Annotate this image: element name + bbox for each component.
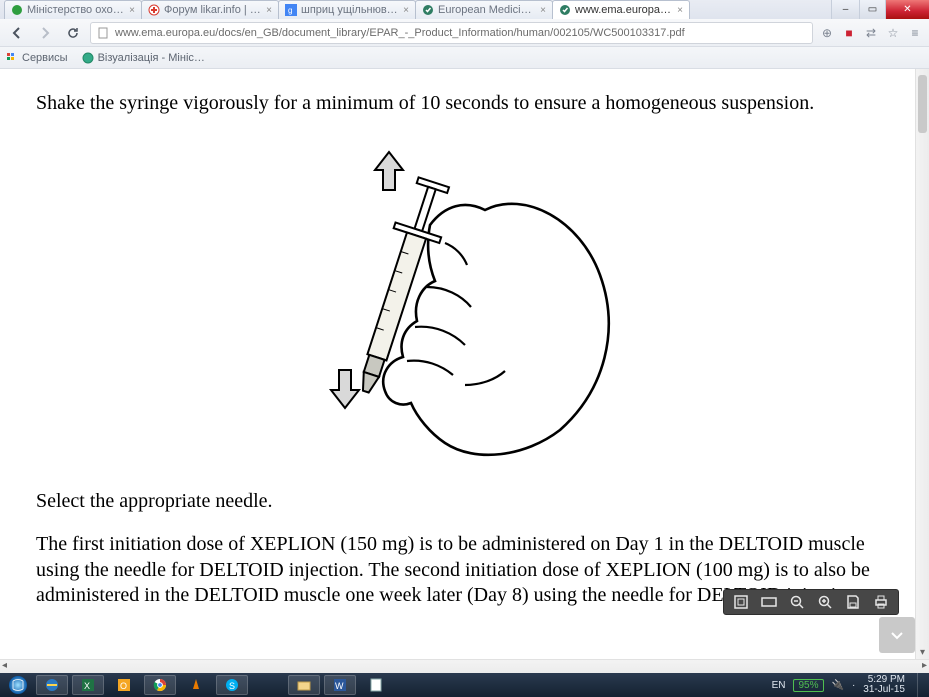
grid-icon [6, 52, 18, 64]
taskbar-outlook[interactable]: O [108, 675, 140, 695]
tab-title: шприц ущільнювач - По [301, 4, 399, 16]
windows-taskbar: X O S W EN 95% 🔌 · 5:29 PM 31-Jul-15 [0, 673, 929, 697]
reload-button[interactable] [62, 22, 84, 44]
bookmark-item[interactable]: Візуалізація - Мініс… [82, 52, 205, 64]
ema-icon [559, 4, 571, 16]
google-icon: g [285, 4, 297, 16]
scroll-hint-icon [879, 617, 915, 653]
battery-indicator[interactable]: 95% [793, 679, 823, 692]
scroll-right-icon[interactable]: ▸ [922, 660, 927, 673]
url-text: www.ema.europa.eu/docs/en_GB/document_li… [115, 27, 806, 39]
bookmark-label: Візуалізація - Мініс… [98, 52, 205, 64]
window-minimize-button[interactable]: – [831, 0, 859, 19]
back-button[interactable] [6, 22, 28, 44]
system-tray: EN 95% 🔌 · 5:29 PM 31-Jul-15 [772, 673, 925, 697]
svg-text:S: S [229, 681, 235, 691]
translate-icon[interactable]: ⇄ [863, 26, 879, 40]
browser-tab[interactable]: European Medicines Age × [415, 0, 553, 19]
pdf-fit-width-button[interactable] [756, 591, 782, 613]
scroll-left-icon[interactable]: ◂ [2, 660, 7, 673]
horizontal-scrollbar[interactable]: ◂ ▸ [0, 659, 929, 673]
tray-chevron-icon[interactable]: · [852, 680, 855, 691]
close-icon[interactable]: × [677, 5, 683, 16]
taskbar-skype[interactable]: S [216, 675, 248, 695]
zoom-icon[interactable]: ⊕ [819, 26, 835, 40]
close-icon[interactable]: × [129, 5, 135, 16]
scroll-down-icon[interactable]: ▾ [916, 645, 929, 659]
taskbar-explorer[interactable] [288, 675, 320, 695]
pdf-fit-page-button[interactable] [728, 591, 754, 613]
tab-title: Форум likar.info | У мене [164, 4, 262, 16]
window-close-button[interactable]: ✕ [885, 0, 929, 19]
window-maximize-button[interactable]: ▭ [859, 0, 885, 19]
gift-icon[interactable]: ■ [841, 26, 857, 40]
taskbar-chrome[interactable] [144, 675, 176, 695]
menu-icon[interactable]: ≡ [907, 26, 923, 40]
tab-title: www.ema.europa.eu/docs [575, 4, 673, 16]
taskbar-item[interactable] [252, 675, 284, 695]
instruction-text: Shake the syringe vigorously for a minim… [36, 91, 893, 117]
star-icon[interactable]: ☆ [885, 26, 901, 40]
apps-shortcut[interactable]: Сервисы [6, 52, 68, 64]
taskbar-vlc[interactable] [180, 675, 212, 695]
language-indicator[interactable]: EN [772, 680, 786, 691]
url-input[interactable]: www.ema.europa.eu/docs/en_GB/document_li… [90, 22, 813, 44]
svg-text:O: O [120, 681, 127, 691]
browser-tab[interactable]: Міністерство охорони зд × [4, 0, 142, 19]
taskbar-excel[interactable]: X [72, 675, 104, 695]
pdf-toolbar [723, 589, 899, 615]
show-desktop-button[interactable] [917, 673, 925, 697]
vertical-scrollbar[interactable]: ▾ [915, 69, 929, 659]
taskbar-word[interactable]: W [324, 675, 356, 695]
ema-icon [422, 4, 434, 16]
browser-tab[interactable]: Форум likar.info | У мене × [141, 0, 279, 19]
browser-tab-strip: Міністерство охорони зд × Форум likar.in… [0, 0, 929, 19]
address-bar: www.ema.europa.eu/docs/en_GB/document_li… [0, 19, 929, 47]
forward-button[interactable] [34, 22, 56, 44]
herb-icon [11, 4, 23, 16]
page-viewport: Shake the syringe vigorously for a minim… [0, 69, 929, 659]
svg-text:W: W [335, 681, 344, 691]
pdf-zoom-out-button[interactable] [784, 591, 810, 613]
start-button[interactable] [4, 675, 32, 695]
page-icon [97, 27, 109, 39]
browser-tab[interactable]: g шприц ущільнювач - По × [278, 0, 416, 19]
pdf-print-button[interactable] [868, 591, 894, 613]
pdf-zoom-in-button[interactable] [812, 591, 838, 613]
globe-icon [82, 52, 94, 64]
close-icon[interactable]: × [266, 5, 272, 16]
browser-tab-active[interactable]: www.ema.europa.eu/docs × [552, 0, 690, 19]
plus-icon [148, 4, 160, 16]
window-controls: – ▭ ✕ [831, 0, 929, 19]
pdf-save-button[interactable] [840, 591, 866, 613]
power-icon[interactable]: 🔌 [832, 680, 844, 691]
scrollbar-thumb[interactable] [918, 75, 927, 133]
bookmarks-bar: Сервисы Візуалізація - Мініс… [0, 47, 929, 69]
address-bar-actions: ⊕ ■ ⇄ ☆ ≡ [819, 26, 923, 40]
close-icon[interactable]: × [403, 5, 409, 16]
svg-text:X: X [84, 681, 90, 691]
taskbar-clock[interactable]: 5:29 PM 31-Jul-15 [863, 675, 909, 696]
tab-title: Міністерство охорони зд [27, 4, 125, 16]
instruction-text: Select the appropriate needle. [36, 489, 893, 515]
close-icon[interactable]: × [540, 5, 546, 16]
pdf-document: Shake the syringe vigorously for a minim… [0, 69, 929, 609]
svg-text:g: g [288, 6, 292, 15]
bookmark-label: Сервисы [22, 52, 68, 64]
tab-title: European Medicines Age [438, 4, 536, 16]
clock-date: 31-Jul-15 [863, 685, 905, 696]
taskbar-item[interactable] [360, 675, 392, 695]
taskbar-ie[interactable] [36, 675, 68, 695]
syringe-illustration [36, 121, 893, 483]
